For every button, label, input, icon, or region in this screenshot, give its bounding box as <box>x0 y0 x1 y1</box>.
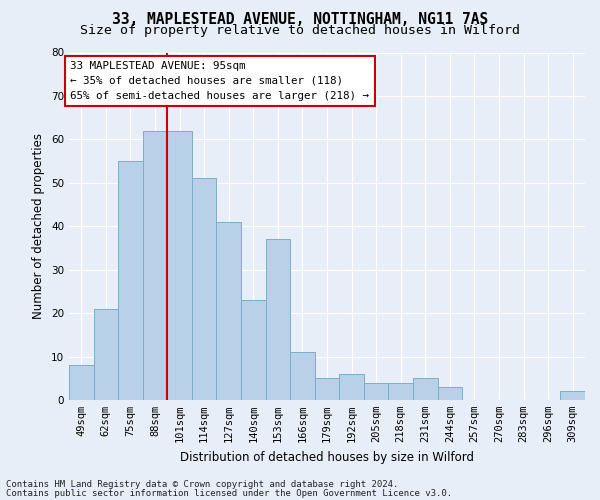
Text: Size of property relative to detached houses in Wilford: Size of property relative to detached ho… <box>80 24 520 37</box>
Text: Contains public sector information licensed under the Open Government Licence v3: Contains public sector information licen… <box>6 489 452 498</box>
Bar <box>290 352 315 400</box>
Bar <box>167 130 192 400</box>
Y-axis label: Number of detached properties: Number of detached properties <box>32 133 46 320</box>
Bar <box>388 382 413 400</box>
Bar <box>241 300 266 400</box>
Bar <box>315 378 339 400</box>
Bar <box>94 309 118 400</box>
Bar <box>413 378 437 400</box>
Bar <box>437 387 462 400</box>
Bar <box>192 178 217 400</box>
Bar <box>217 222 241 400</box>
Text: 33 MAPLESTEAD AVENUE: 95sqm
← 35% of detached houses are smaller (118)
65% of se: 33 MAPLESTEAD AVENUE: 95sqm ← 35% of det… <box>70 61 369 101</box>
Bar <box>560 392 585 400</box>
X-axis label: Distribution of detached houses by size in Wilford: Distribution of detached houses by size … <box>180 450 474 464</box>
Bar <box>266 240 290 400</box>
Bar <box>118 161 143 400</box>
Bar <box>69 365 94 400</box>
Text: 33, MAPLESTEAD AVENUE, NOTTINGHAM, NG11 7AS: 33, MAPLESTEAD AVENUE, NOTTINGHAM, NG11 … <box>112 12 488 28</box>
Bar <box>339 374 364 400</box>
Bar <box>364 382 388 400</box>
Text: Contains HM Land Registry data © Crown copyright and database right 2024.: Contains HM Land Registry data © Crown c… <box>6 480 398 489</box>
Bar <box>143 130 167 400</box>
